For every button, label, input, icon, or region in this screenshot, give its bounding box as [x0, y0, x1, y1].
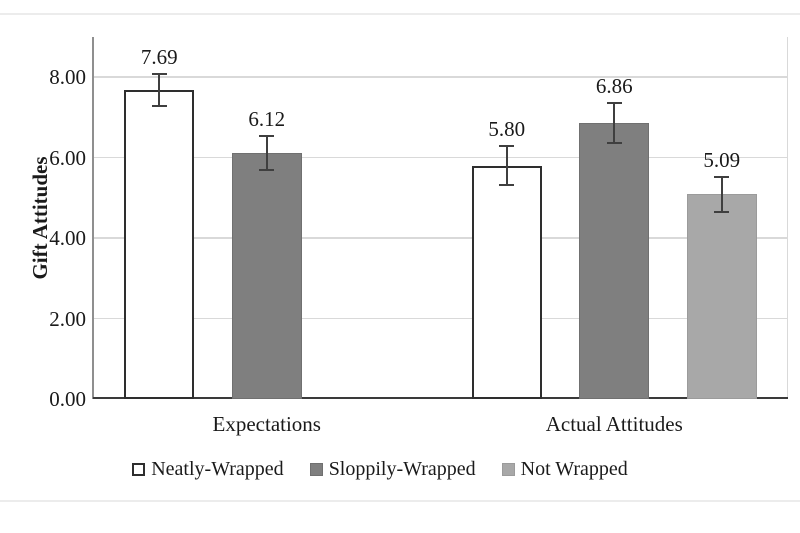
- y-tick-label-4.00: 4.00: [49, 226, 86, 251]
- category-label-actual-attitudes: Actual Attitudes: [545, 412, 683, 436]
- legend-marker-sloppily-wrapped: [309, 462, 323, 476]
- bar-sloppily-wrapped-expectations: [231, 152, 302, 399]
- legend-marker-neatly-wrapped: [132, 462, 146, 476]
- error-cap-top-sloppily-wrapped-expectations: [259, 134, 275, 137]
- bottom-divider-line: [0, 500, 800, 502]
- legend-item-neatly-wrapped: Neatly-Wrapped: [132, 456, 284, 482]
- value-label-sloppily-wrapped-expectations: 6.12: [248, 106, 286, 131]
- gridline-y-4: [93, 237, 788, 239]
- error-bar-neatly-wrapped-expectations: [158, 73, 161, 106]
- error-cap-bottom-not-wrapped-actual-attitudes: [714, 210, 730, 213]
- error-bar-sloppily-wrapped-expectations: [265, 135, 268, 171]
- y-tick-label-2.00: 2.00: [49, 306, 86, 331]
- gridline-y-8: [93, 76, 788, 78]
- gridline-y-2: [93, 317, 788, 320]
- y-tick-label-8.00: 8.00: [49, 65, 86, 90]
- value-label-not-wrapped-actual-attitudes: 5.09: [703, 147, 741, 172]
- error-bar-sloppily-wrapped-actual-attitudes: [613, 102, 616, 144]
- value-label-neatly-wrapped-actual-attitudes: 5.80: [488, 117, 526, 142]
- error-cap-bottom-neatly-wrapped-expectations: [151, 104, 167, 107]
- legend-item-sloppily-wrapped: Sloppily-Wrapped: [309, 456, 476, 482]
- error-cap-top-sloppily-wrapped-actual-attitudes: [606, 101, 622, 104]
- bar-sloppily-wrapped-actual-attitudes: [579, 123, 650, 399]
- category-label-expectations: Expectations: [212, 412, 321, 436]
- error-bar-not-wrapped-actual-attitudes: [720, 176, 723, 212]
- error-cap-top-neatly-wrapped-expectations: [151, 72, 167, 75]
- legend-label-neatly-wrapped: Neatly-Wrapped: [151, 458, 284, 480]
- error-cap-bottom-sloppily-wrapped-actual-attitudes: [606, 142, 622, 145]
- bar-neatly-wrapped-actual-attitudes: [471, 165, 542, 399]
- legend-label-sloppily-wrapped: Sloppily-Wrapped: [328, 458, 476, 480]
- error-cap-top-not-wrapped-actual-attitudes: [714, 175, 730, 178]
- legend-item-not-wrapped: Not Wrapped: [501, 456, 628, 482]
- y-axis-line: [92, 37, 94, 399]
- bar-not-wrapped-actual-attitudes: [686, 194, 757, 399]
- error-cap-top-neatly-wrapped-actual-attitudes: [499, 145, 515, 148]
- top-divider-line: [0, 13, 800, 15]
- legend: Neatly-Wrapped Sloppily-Wrapped Not Wrappe…: [0, 456, 760, 482]
- value-label-neatly-wrapped-expectations: 7.69: [140, 44, 178, 69]
- error-cap-bottom-sloppily-wrapped-expectations: [259, 169, 275, 172]
- gridline-y-6: [93, 156, 788, 159]
- legend-label-not-wrapped: Not Wrapped: [520, 458, 628, 480]
- legend-marker-not-wrapped: [501, 462, 515, 476]
- y-tick-label-0.00: 0.00: [49, 387, 86, 411]
- error-cap-bottom-neatly-wrapped-actual-attitudes: [499, 184, 515, 187]
- bar-neatly-wrapped-expectations: [124, 89, 195, 399]
- y-tick-label-6.00: 6.00: [49, 145, 86, 170]
- x-axis-line: [93, 396, 788, 399]
- value-label-sloppily-wrapped-actual-attitudes: 6.86: [595, 73, 633, 98]
- plot-right-border: [787, 37, 788, 399]
- error-bar-neatly-wrapped-actual-attitudes: [505, 146, 508, 185]
